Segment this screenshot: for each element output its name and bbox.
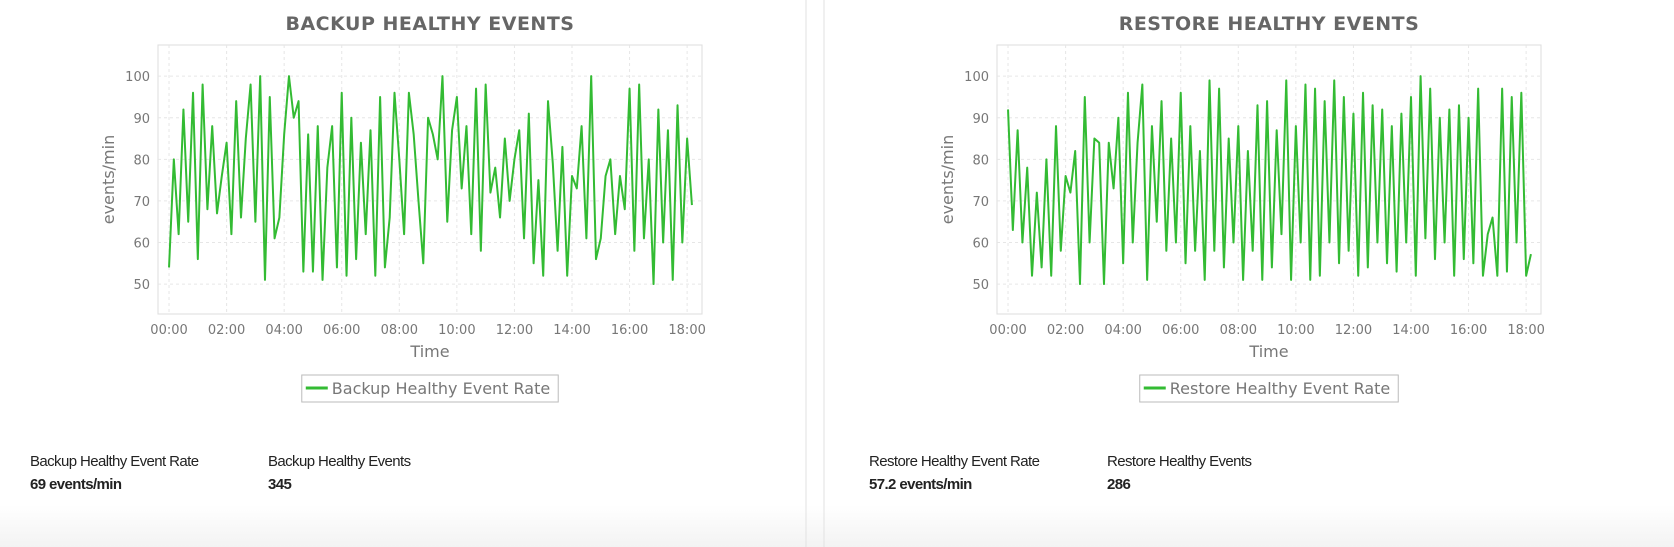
line-series — [168, 75, 693, 286]
x-tick-label: 04:00 — [1104, 323, 1141, 338]
x-tick-label: 16:00 — [1450, 323, 1487, 338]
x-tick-label: 18:00 — [1507, 323, 1544, 338]
x-tick-label: 06:00 — [1162, 323, 1199, 338]
x-tick-label: 08:00 — [1220, 323, 1257, 338]
x-tick-label: 16:00 — [611, 323, 648, 338]
x-tick-label: 10:00 — [438, 323, 475, 338]
x-tick-label: 18:00 — [668, 323, 705, 338]
legend — [301, 374, 559, 403]
x-tick-label: 02:00 — [208, 323, 245, 338]
x-axis-label: Time — [1248, 342, 1288, 361]
legend-label: Backup Healthy Event Rate — [332, 379, 550, 398]
y-axis-label: events/min — [938, 135, 957, 224]
y-tick-label: 50 — [972, 278, 989, 293]
legend-label: Restore Healthy Event Rate — [1170, 379, 1391, 398]
y-tick-label: 80 — [972, 153, 989, 168]
y-tick-label: 80 — [133, 153, 150, 168]
x-tick-label: 14:00 — [553, 323, 590, 338]
y-tick-label: 60 — [133, 236, 150, 251]
y-tick-label: 50 — [133, 278, 150, 293]
x-tick-label: 04:00 — [265, 323, 302, 338]
x-tick-label: 06:00 — [323, 323, 360, 338]
x-tick-label: 14:00 — [1392, 323, 1429, 338]
legend — [1139, 374, 1399, 403]
y-tick-label: 70 — [133, 195, 150, 210]
y-tick-label: 100 — [125, 70, 150, 85]
stat-value: 345 — [268, 476, 292, 493]
x-tick-label: 00:00 — [150, 323, 187, 338]
stat: Backup Healthy Events 345 — [268, 453, 411, 493]
stat-label: Restore Healthy Event Rate — [869, 453, 1040, 470]
x-tick-label: 12:00 — [496, 323, 533, 338]
y-axis-label: events/min — [99, 135, 118, 224]
y-tick-label: 100 — [964, 70, 989, 85]
x-tick-label: 00:00 — [989, 323, 1026, 338]
y-tick-label: 60 — [972, 236, 989, 251]
y-tick-label: 70 — [972, 195, 989, 210]
stat: Restore Healthy Event Rate 57.2 events/mi… — [869, 453, 1040, 493]
x-tick-label: 08:00 — [381, 323, 418, 338]
stat-label: Backup Healthy Events — [268, 453, 411, 470]
stat-label: Restore Healthy Events — [1107, 453, 1252, 470]
x-tick-label: 02:00 — [1047, 323, 1084, 338]
stat-value: 57.2 events/min — [869, 476, 972, 493]
stat: Backup Healthy Event Rate 69 events/min — [30, 453, 199, 493]
x-axis-label: Time — [409, 342, 449, 361]
x-tick-label: 12:00 — [1335, 323, 1372, 338]
stat: Restore Healthy Events 286 — [1107, 453, 1252, 493]
y-tick-label: 90 — [133, 112, 150, 127]
stat-value: 286 — [1107, 476, 1131, 493]
y-tick-label: 90 — [972, 112, 989, 127]
chart-title: BACKUP HEALTHY EVENTS — [286, 13, 575, 35]
chart-title: RESTORE HEALTHY EVENTS — [1119, 13, 1420, 35]
stat-value: 69 events/min — [30, 476, 122, 493]
stat-label: Backup Healthy Event Rate — [30, 453, 199, 470]
x-tick-label: 10:00 — [1277, 323, 1314, 338]
line-series — [1007, 75, 1532, 286]
